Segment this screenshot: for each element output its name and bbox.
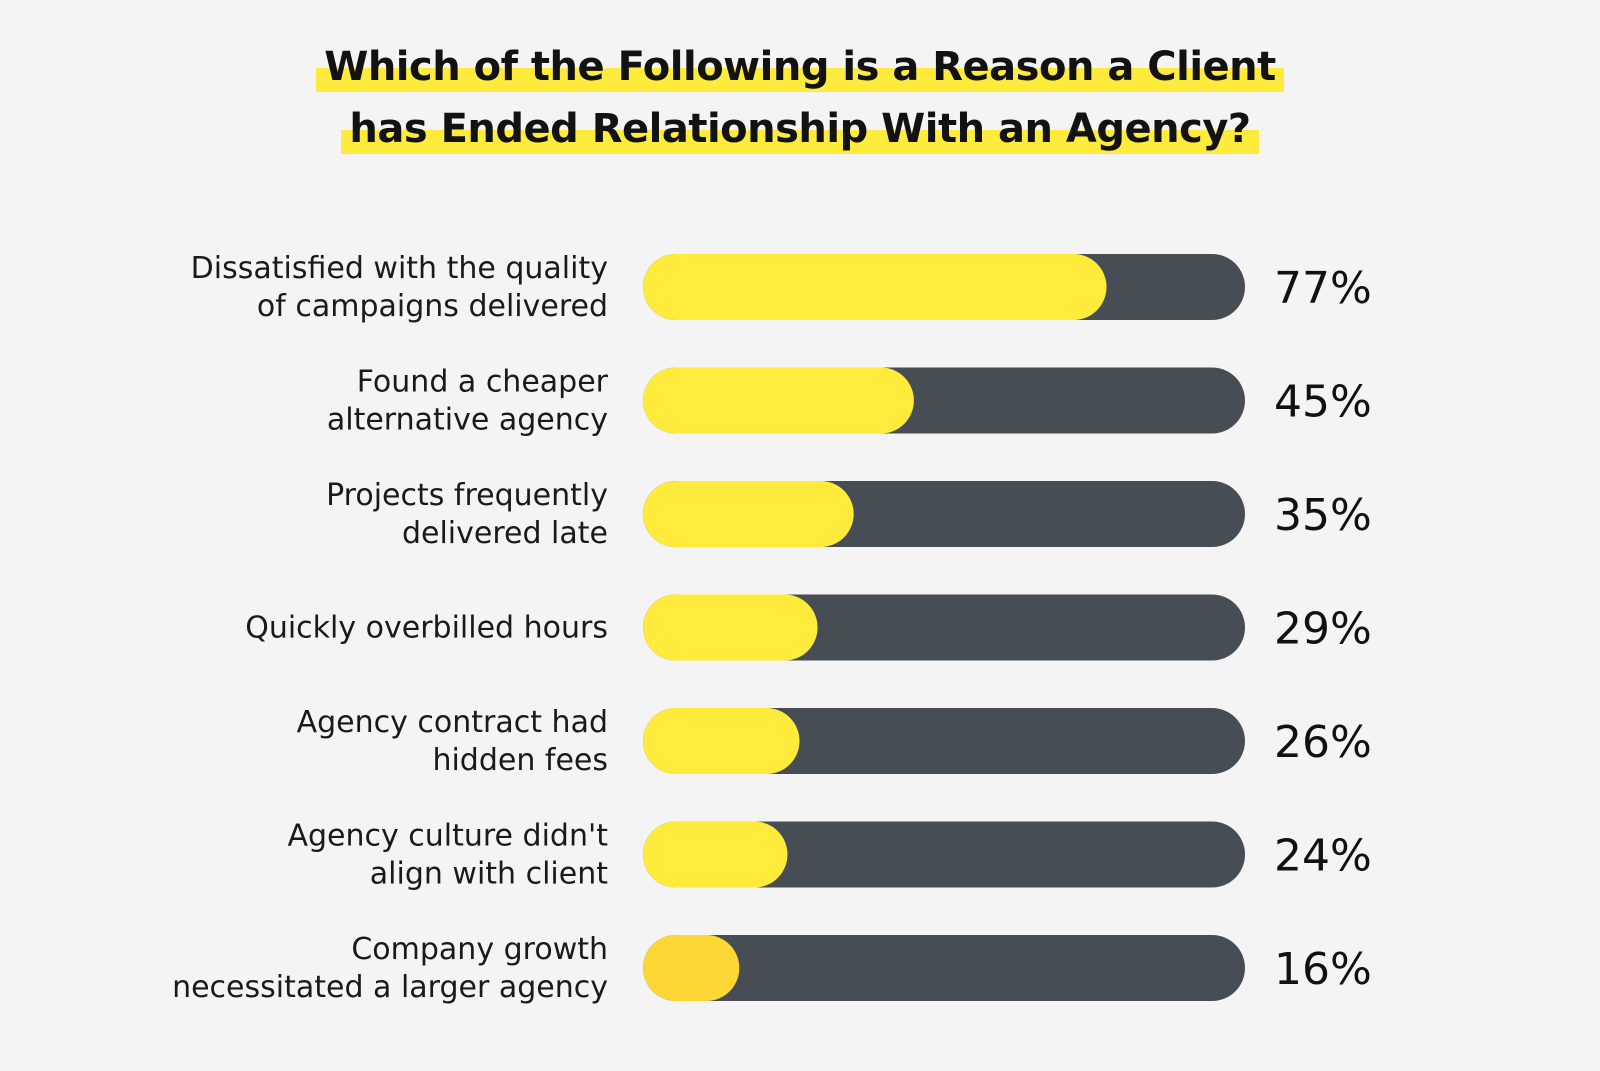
category-label: Quickly overbilled hours	[245, 611, 608, 646]
bar	[643, 367, 914, 434]
value-label: 24%	[1274, 831, 1372, 882]
chart-title: Which of the Following is a Reason a Cli…	[0, 36, 1600, 160]
value-label: 16%	[1274, 944, 1372, 995]
category-label-line: align with client	[370, 857, 608, 892]
bar	[643, 821, 788, 888]
category-label-line: Dissatisfied with the quality	[191, 251, 608, 286]
category-label-line: Company growth	[351, 932, 608, 967]
category-label-line: necessitated a larger agency	[172, 970, 608, 1005]
bar-row: Company growth necessitated a larger agen…	[172, 932, 1372, 1005]
category-label: Projects frequently delivered late	[326, 478, 608, 551]
category-label-line: Found a cheaper	[357, 365, 609, 400]
chart-title-text-1: Which of the Following is a Reason a Cli…	[316, 36, 1284, 98]
category-label-line: of campaigns delivered	[257, 289, 608, 324]
bar-track	[643, 821, 1245, 888]
category-label-line: Agency culture didn't	[287, 819, 608, 854]
value-label: 26%	[1274, 717, 1372, 768]
bar	[643, 481, 854, 547]
bar-row: Agency culture didn't align with client 24…	[287, 819, 1371, 892]
category-label: Agency contract had hidden fees	[297, 705, 608, 778]
bar	[643, 254, 1107, 320]
bar	[643, 594, 818, 661]
category-label-line: hidden fees	[432, 743, 608, 778]
chart-title-line-2: has Ended Relationship With an Agency?	[0, 98, 1600, 160]
value-label: 45%	[1274, 377, 1372, 428]
bar-row: Projects frequently delivered late 35%	[326, 478, 1372, 551]
chart-title-text-2: has Ended Relationship With an Agency?	[341, 98, 1259, 160]
category-label-line: delivered late	[402, 516, 608, 551]
bar-row: Dissatisfied with the quality of campaign…	[191, 251, 1372, 324]
bar-row: Agency contract had hidden fees 26%	[297, 705, 1372, 778]
category-label-line: alternative agency	[327, 403, 608, 438]
category-label-line: Agency contract had	[297, 705, 608, 740]
category-label: Dissatisfied with the quality of campaign…	[191, 251, 608, 324]
category-label: Agency culture didn't align with client	[287, 819, 608, 892]
value-label: 29%	[1274, 604, 1372, 655]
category-label-line: Projects frequently	[326, 478, 608, 513]
category-label: Company growth necessitated a larger agen…	[172, 932, 608, 1005]
bar-row: Quickly overbilled hours 29%	[245, 594, 1372, 661]
category-label-line: Quickly overbilled hours	[245, 611, 608, 646]
value-label: 35%	[1274, 490, 1372, 541]
bar	[643, 935, 740, 1001]
bar-track	[643, 935, 1245, 1001]
chart-title-line-1: Which of the Following is a Reason a Cli…	[0, 36, 1600, 98]
bar-row: Found a cheaper alternative agency 45%	[327, 365, 1372, 438]
value-label: 77%	[1274, 263, 1372, 314]
category-label: Found a cheaper alternative agency	[327, 365, 609, 438]
bar	[643, 708, 800, 774]
